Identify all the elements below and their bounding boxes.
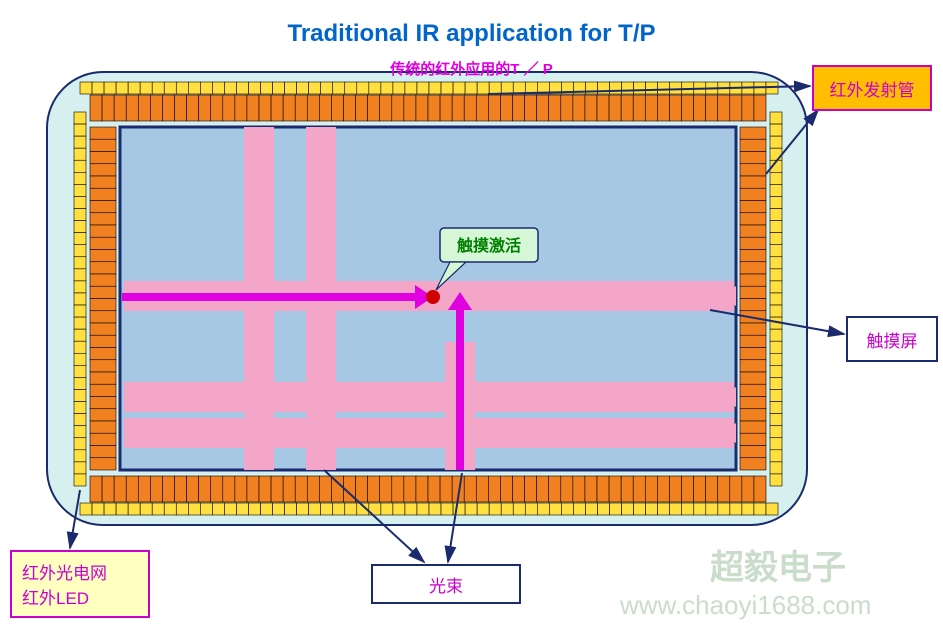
emitter-strip-bottom xyxy=(90,476,766,502)
label-ir-emitter: 红外发射管 xyxy=(812,65,932,111)
watermark-logo: 超毅电子 xyxy=(710,540,846,589)
diagram-title: Traditional IR application for T/P xyxy=(0,20,943,48)
emitter-strip-right xyxy=(740,127,766,470)
led-strip-bottom xyxy=(80,503,778,515)
diagram-svg: 触摸激活 xyxy=(0,0,943,629)
led-strip-top xyxy=(80,82,778,94)
label-touchscreen: 触摸屏 xyxy=(846,316,938,362)
watermark-url: www.chaoyi1688.com xyxy=(620,590,871,621)
touch-callout-text: 触摸激活 xyxy=(456,236,521,255)
touch-point xyxy=(426,290,440,304)
beam-horizontal-2 xyxy=(124,418,734,448)
label-line: 红外光电网 xyxy=(22,559,107,584)
beam-horizontal-1 xyxy=(124,382,734,412)
emitter-strip-top xyxy=(90,95,766,121)
label-beam: 光束 xyxy=(371,564,521,604)
emitter-strip-left xyxy=(90,127,116,470)
label-ir-led: 红外光电网红外LED xyxy=(10,550,150,618)
diagram-subtitle: 传统的红外应用的T ／ P xyxy=(0,58,943,79)
led-strip-left xyxy=(74,112,86,486)
label-line: 红外LED xyxy=(22,584,89,609)
